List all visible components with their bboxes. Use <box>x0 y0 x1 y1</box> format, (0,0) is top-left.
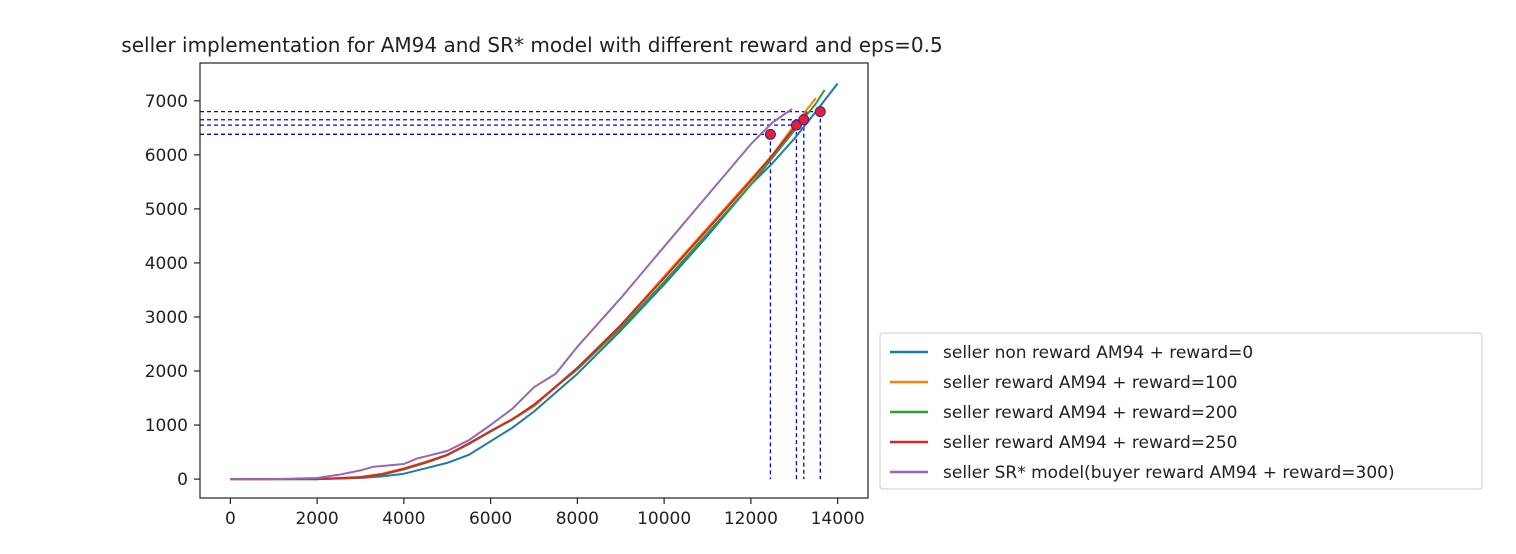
series-line <box>230 82 839 481</box>
x-tick-label: 12000 <box>724 509 778 529</box>
data-marker <box>814 106 826 118</box>
y-tick-label: 3000 <box>145 308 188 328</box>
chart-title: seller implementation for AM94 and SR* m… <box>121 33 942 57</box>
x-tick-label: 0 <box>225 509 236 529</box>
data-marker <box>790 119 802 131</box>
x-tick-label: 6000 <box>469 509 512 529</box>
legend: seller non reward AM94 + reward=0 seller … <box>879 332 1483 490</box>
legend-label: seller non reward AM94 + reward=0 <box>943 343 1253 363</box>
legend-label: seller reward AM94 + reward=250 <box>943 433 1237 453</box>
legend-label: seller reward AM94 + reward=200 <box>943 403 1237 423</box>
x-tick-label: 4000 <box>382 509 425 529</box>
x-tick-label: 14000 <box>811 509 865 529</box>
y-tick-label: 7000 <box>145 92 188 112</box>
plot-area: 0 2000 4000 6000 8000 10000 12000 14000 0 1000 200… <box>145 62 869 529</box>
series-line <box>230 110 809 481</box>
legend-box <box>879 332 1483 490</box>
y-tick-label: 5000 <box>145 200 188 220</box>
series-line <box>230 97 817 481</box>
y-tick-label: 0 <box>177 470 188 490</box>
y-tick-label: 2000 <box>145 362 188 382</box>
y-tick-label: 4000 <box>145 254 188 274</box>
series-line <box>230 108 793 481</box>
x-tick-label: 2000 <box>295 509 338 529</box>
x-tick-label: 10000 <box>637 509 691 529</box>
legend-label: seller SR* model(buyer reward AM94 + rew… <box>943 463 1395 483</box>
y-tick-label: 1000 <box>145 416 188 436</box>
y-tick-label: 6000 <box>145 146 188 166</box>
axes-frame <box>199 62 869 499</box>
x-tick-label: 8000 <box>556 509 599 529</box>
series-line <box>230 89 826 481</box>
data-marker <box>798 114 810 126</box>
data-marker <box>764 128 776 140</box>
legend-label: seller reward AM94 + reward=100 <box>943 373 1237 393</box>
